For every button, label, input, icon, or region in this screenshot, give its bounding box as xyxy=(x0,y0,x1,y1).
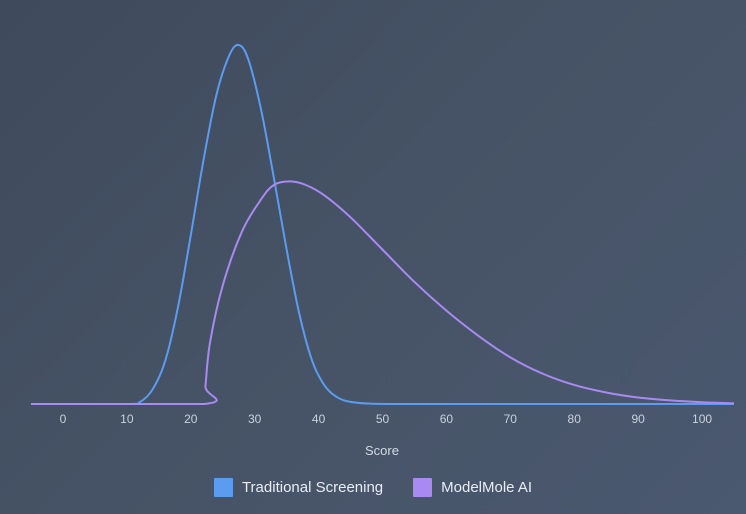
x-tick-label: 0 xyxy=(60,412,67,426)
series-line-modelmole-ai xyxy=(30,180,735,406)
x-tick-label: 40 xyxy=(312,412,326,426)
legend-label-modelmole-ai: ModelMole AI xyxy=(441,479,533,496)
x-tick-label: 80 xyxy=(568,412,582,426)
x-axis-title: Score xyxy=(365,443,399,458)
series-line-traditional-screening xyxy=(30,43,734,406)
legend-item-traditional-screening[interactable]: Traditional Screening xyxy=(213,478,384,497)
x-tick-label: 20 xyxy=(184,412,198,426)
legend-swatch-modelmole-ai xyxy=(413,478,433,497)
legend-item-modelmole-ai[interactable]: ModelMole AI xyxy=(413,478,532,497)
x-tick-label: 50 xyxy=(376,412,390,426)
x-tick-label: 60 xyxy=(440,412,454,426)
x-tick-label: 90 xyxy=(631,412,645,426)
legend-label-traditional-screening: Traditional Screening xyxy=(241,479,384,496)
legend-swatch-traditional-screening xyxy=(213,478,233,497)
x-tick-label: 30 xyxy=(248,412,262,426)
legend: Traditional Screening ModelMole AI xyxy=(0,478,746,497)
x-tick-label: 10 xyxy=(120,412,134,426)
x-tick-label: 70 xyxy=(504,412,518,426)
chart-plot-area: 0 10 20 30 40 50 60 70 80 90 100 Score xyxy=(30,43,735,458)
x-tick-label: 100 xyxy=(692,412,712,426)
